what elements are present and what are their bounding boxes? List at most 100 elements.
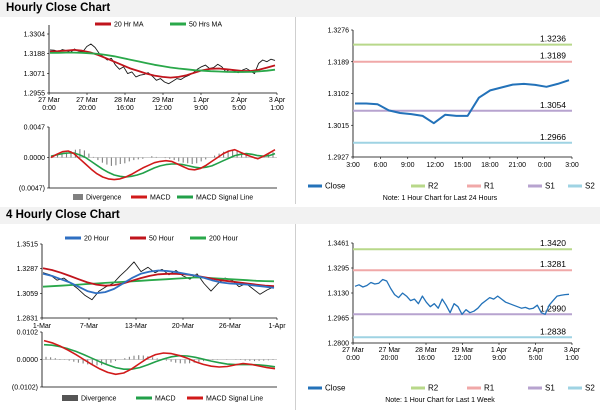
hourly-pivot-x-tick-label: 18:00 (481, 162, 499, 169)
four-hourly-pivot-x-tick-label: 29 Mar (452, 347, 474, 354)
four-hourly-pivot-s1-label: 1.2990 (540, 303, 566, 313)
four-hourly-price-y-tick-label: 1.3287 (17, 266, 39, 273)
hourly-price-x-tick-label: 29 Mar (152, 97, 174, 104)
hourly-pivot-s2-label: 1.2966 (540, 132, 566, 142)
four-hourly-macd-legend-label: Divergence (81, 396, 117, 403)
four-hourly-pivot-legend-label: S2 (585, 384, 595, 393)
four-hourly-pivot-x-tick-label: 1 Apr (491, 347, 508, 354)
four-hourly-price-legend-label: 50 Hour (149, 236, 175, 243)
four-hourly-price-y-tick-label: 1.2831 (17, 316, 39, 323)
hourly-macd-y-tick-label: 0.0047 (24, 125, 46, 132)
section-title: Hourly Close Chart (6, 2, 111, 14)
four-hourly-macd-y-tick-label: 0.0102 (17, 330, 39, 337)
four-hourly-pivot-r1-label: 1.3281 (540, 259, 566, 269)
hourly-pivot-legend-label: S1 (545, 182, 555, 191)
hourly-macd-legend-label: MACD Signal Line (196, 195, 253, 202)
four-hourly-pivot-x-tick-label: 1:00 (565, 355, 579, 362)
hourly-pivot-x-tick-label: 12:00 (426, 162, 444, 169)
hourly-price-y-tick-label: 1.2955 (24, 91, 46, 98)
hourly-price-x-tick-label: 2 Apr (231, 97, 248, 104)
hourly-pivot-legend-label: R2 (428, 182, 439, 191)
hourly-price-y-tick-label: 1.3304 (24, 32, 46, 39)
four-hourly-pivot-x-tick-label: 27 Mar (342, 347, 364, 354)
four-hourly-pivot-y-tick-label: 1.3130 (328, 291, 350, 298)
four-hourly-price-20h-series (42, 269, 275, 295)
four-hourly-pivot-x-tick-label: 9:00 (492, 355, 506, 362)
section-title: 4 Hourly Close Chart (6, 209, 120, 221)
four-hourly-pivot-legend-label: R2 (428, 384, 439, 393)
four-hourly-pivot-close-series (354, 278, 570, 315)
four-hourly-macd-legend-label: MACD Signal Line (206, 396, 263, 403)
four-hourly-pivot-x-tick-label: 12:00 (454, 355, 472, 362)
section-header-four-hourly: 4 Hourly Close Chart (0, 207, 600, 224)
four-hourly-pivot-legend-label: Close (325, 384, 346, 393)
hourly-pivot-r1-label: 1.3189 (540, 51, 566, 61)
hourly-price-x-tick-label: 28 Mar (114, 97, 136, 104)
four-hourly-pivot-x-tick-label: 5:00 (529, 355, 543, 362)
hourly-pivot-legend-label: Close (325, 182, 346, 191)
hourly-pivot-y-tick-label: 1.3189 (328, 59, 350, 66)
four-hourly-price-y-tick-label: 1.3059 (17, 291, 39, 298)
four-hourly-pivot-s2-label: 1.2838 (540, 326, 566, 336)
hourly-price-50hr-ma-series (49, 51, 276, 73)
four-hourly-macd-y-tick-label: 0.0000 (17, 357, 39, 364)
four-hourly-price-legend-label: 200 Hour (209, 236, 238, 243)
four-hourly-pivot-note: Note: 1 Hour Chart for Last 1 Week (385, 397, 495, 404)
four-hourly-price-x-tick-label: 26-Mar (219, 323, 242, 330)
four-hourly-pivot-x-tick-label: 16:00 (417, 355, 435, 362)
hourly-pivot-legend-label: S2 (585, 182, 595, 191)
hourly-price-x-tick-label: 12:00 (154, 105, 172, 112)
four-hourly-pivot-y-tick-label: 1.3461 (328, 241, 350, 248)
hourly-price-legend-label: 50 Hrs MA (189, 22, 222, 29)
hourly-pivot-y-tick-label: 1.3102 (328, 91, 350, 98)
hourly-pivot-x-tick-label: 9:00 (401, 162, 415, 169)
four-hourly-pivot-x-tick-label: 3 Apr (564, 347, 581, 354)
hourly-macd-y-tick-label: (0.0047) (19, 186, 45, 193)
hourly-pivot-x-tick-label: 0:00 (538, 162, 552, 169)
hourly-macd-y-tick-label: 0.0000 (24, 155, 46, 162)
hourly-macd-legend-swatch (73, 194, 83, 200)
four-hourly-pivot-x-tick-label: 27 Mar (379, 347, 401, 354)
hourly-price-x-tick-label: 27 Mar (76, 97, 98, 104)
hourly-price-x-tick-label: 0:00 (42, 105, 56, 112)
hourly-pivot-x-tick-label: 3:00 (346, 162, 360, 169)
four-hourly-pivot-y-tick-label: 1.2965 (328, 316, 350, 323)
four-hourly-pivot-x-tick-label: 0:00 (346, 355, 360, 362)
four-hourly-macd-y-tick-label: (0.0102) (12, 385, 38, 392)
hourly-pivot-y-tick-label: 1.3276 (328, 28, 350, 35)
four-hourly-price-y-tick-label: 1.3515 (17, 242, 39, 249)
hourly-macd-legend-label: MACD (150, 195, 171, 202)
hourly-pivot-note: Note: 1 Hour Chart for Last 24 Hours (383, 195, 498, 202)
hourly-pivot-close-series (355, 79, 570, 125)
four-hourly-pivot-y-tick-label: 1.2800 (328, 341, 350, 348)
hourly-pivot-y-tick-label: 1.2927 (328, 155, 350, 162)
hourly-price-x-tick-label: 5:00 (232, 105, 246, 112)
four-hourly-macd-legend-swatch (62, 395, 78, 401)
hourly-price-x-tick-label: 9:00 (194, 105, 208, 112)
four-hourly-pivot-x-tick-label: 28 Mar (415, 347, 437, 354)
hourly-price-x-tick-label: 1:00 (270, 105, 284, 112)
hourly-price-x-tick-label: 16:00 (116, 105, 134, 112)
four-hourly-pivot-legend-label: R1 (484, 384, 495, 393)
four-hourly-price-x-tick-label: 13-Mar (125, 323, 148, 330)
four-hourly-pivot-x-tick-label: 2 Apr (527, 347, 544, 354)
four-hourly-price-close-series (42, 261, 275, 301)
hourly-pivot-y-tick-label: 1.3015 (328, 123, 350, 130)
hourly-price-y-tick-label: 1.3188 (24, 51, 46, 58)
hourly-macd-legend-label: Divergence (86, 195, 122, 202)
four-hourly-pivot-r2-label: 1.3420 (540, 238, 566, 248)
hourly-price-x-tick-label: 3 Apr (269, 97, 286, 104)
four-hourly-pivot-x-tick-label: 20:00 (381, 355, 399, 362)
hourly-price-x-tick-label: 27 Mar (38, 97, 60, 104)
hourly-pivot-s1-label: 1.3054 (540, 100, 566, 110)
hourly-pivot-x-tick-label: 6:00 (374, 162, 388, 169)
hourly-macd-macd-series (50, 148, 276, 181)
hourly-pivot-x-tick-label: 21:00 (508, 162, 526, 169)
section-header-hourly: Hourly Close Chart (0, 0, 600, 17)
hourly-price-20hr-ma-series (49, 49, 276, 79)
four-hourly-price-x-tick-label: 20-Mar (172, 323, 195, 330)
four-hourly-price-200h-series (42, 276, 275, 288)
hourly-macd-signal-series (50, 152, 276, 178)
four-hourly-macd-legend-label: MACD (155, 396, 176, 403)
